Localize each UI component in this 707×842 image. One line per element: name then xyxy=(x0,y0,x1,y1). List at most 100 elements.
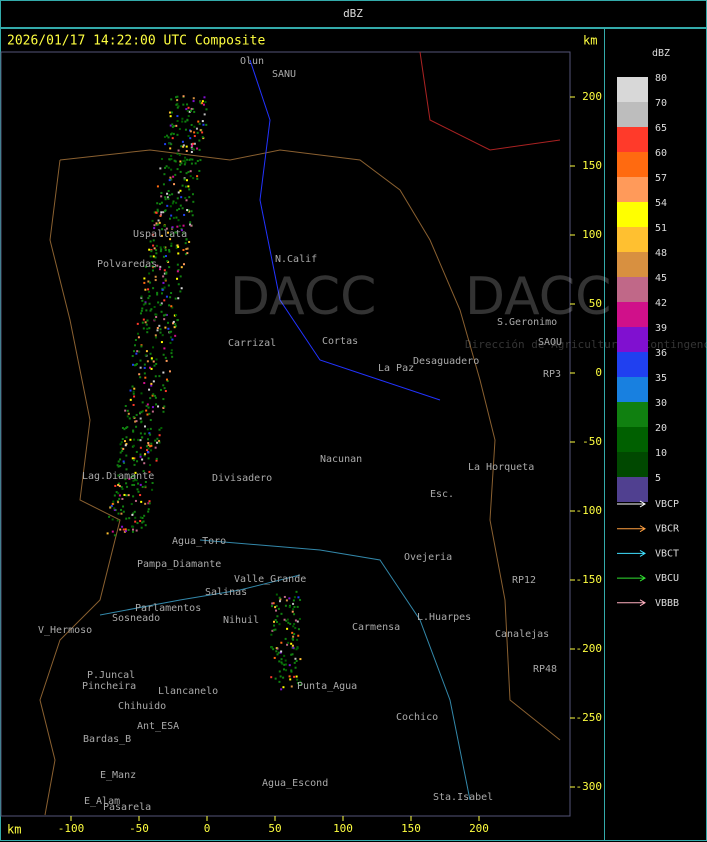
echo xyxy=(147,502,150,505)
echo xyxy=(170,158,173,161)
echo xyxy=(193,135,196,138)
echo xyxy=(132,430,135,433)
echo xyxy=(273,624,276,627)
echo xyxy=(132,403,135,406)
echo xyxy=(151,265,154,268)
echo xyxy=(179,204,182,207)
echo xyxy=(189,221,192,224)
echo xyxy=(156,437,159,440)
echo xyxy=(172,320,175,323)
echo xyxy=(139,366,142,369)
echo xyxy=(113,507,116,510)
echo xyxy=(295,660,298,663)
echo xyxy=(145,323,148,326)
echo xyxy=(151,410,154,413)
echo xyxy=(147,297,150,300)
echo xyxy=(189,175,192,178)
echo xyxy=(140,296,143,299)
echo xyxy=(289,622,292,625)
place-label: Lag.Diamante xyxy=(82,471,154,482)
echo xyxy=(139,376,142,379)
echo xyxy=(179,290,182,293)
echo xyxy=(120,441,123,444)
echo xyxy=(274,618,277,621)
echo xyxy=(290,669,293,672)
echo xyxy=(150,444,153,447)
echo xyxy=(176,263,179,266)
echo xyxy=(297,634,300,637)
echo xyxy=(150,382,153,385)
place-label: E_Manz xyxy=(100,770,136,781)
echo xyxy=(157,301,160,304)
echo xyxy=(163,387,166,390)
echo xyxy=(282,686,285,689)
radar-arrow xyxy=(617,574,646,582)
echo xyxy=(178,207,181,210)
echo xyxy=(118,497,121,500)
place-label: Pasarela xyxy=(103,802,151,813)
echo xyxy=(170,133,173,136)
echo xyxy=(169,115,172,118)
echo xyxy=(299,680,302,683)
place-label: SAOU xyxy=(538,337,562,348)
echo xyxy=(146,428,149,431)
echo xyxy=(143,454,146,457)
y-tick-label: -250 xyxy=(576,711,603,724)
echo xyxy=(131,385,134,388)
echo xyxy=(170,98,173,101)
echo xyxy=(149,445,152,448)
echo xyxy=(293,661,296,664)
echo xyxy=(291,644,294,647)
echo xyxy=(157,219,160,222)
echo xyxy=(163,405,166,408)
echo xyxy=(150,308,153,311)
river xyxy=(99,574,301,616)
echo xyxy=(293,675,296,678)
echo xyxy=(131,475,134,478)
echo xyxy=(113,534,116,537)
echo xyxy=(164,255,167,258)
legend-swatch xyxy=(617,352,648,377)
echo xyxy=(168,111,171,114)
echo xyxy=(172,216,175,219)
echo xyxy=(175,124,178,127)
echo xyxy=(148,432,151,435)
echo xyxy=(142,303,145,306)
echo xyxy=(155,222,158,225)
echo xyxy=(127,412,130,415)
echo xyxy=(280,650,283,653)
y-unit: km xyxy=(583,34,597,48)
legend-label: 57 xyxy=(655,173,667,184)
echo xyxy=(144,301,147,304)
echo xyxy=(271,602,274,605)
place-label: L.Huarpes xyxy=(417,612,471,623)
place-label: Punta_Agua xyxy=(297,681,357,692)
echo xyxy=(279,651,282,654)
echo xyxy=(179,170,182,173)
echo xyxy=(144,481,147,484)
echo xyxy=(205,123,208,126)
echo xyxy=(134,478,137,481)
echo xyxy=(126,409,129,412)
echo xyxy=(161,228,164,231)
echo xyxy=(156,210,159,213)
echo xyxy=(132,429,135,432)
echo xyxy=(156,202,159,205)
radar-arrow xyxy=(617,549,646,557)
echo xyxy=(278,623,281,626)
legend-label: 45 xyxy=(655,273,667,284)
echo xyxy=(275,650,278,653)
echo xyxy=(175,201,178,204)
echo xyxy=(186,209,189,212)
echo xyxy=(291,631,294,634)
x-tick-label: 50 xyxy=(268,822,281,835)
echo xyxy=(186,103,189,106)
echo xyxy=(285,663,288,666)
echo xyxy=(137,438,140,441)
echo xyxy=(148,302,151,305)
echo xyxy=(133,463,136,466)
echo xyxy=(287,641,290,644)
echo xyxy=(145,309,148,312)
echo xyxy=(132,512,135,515)
echo xyxy=(282,676,285,679)
